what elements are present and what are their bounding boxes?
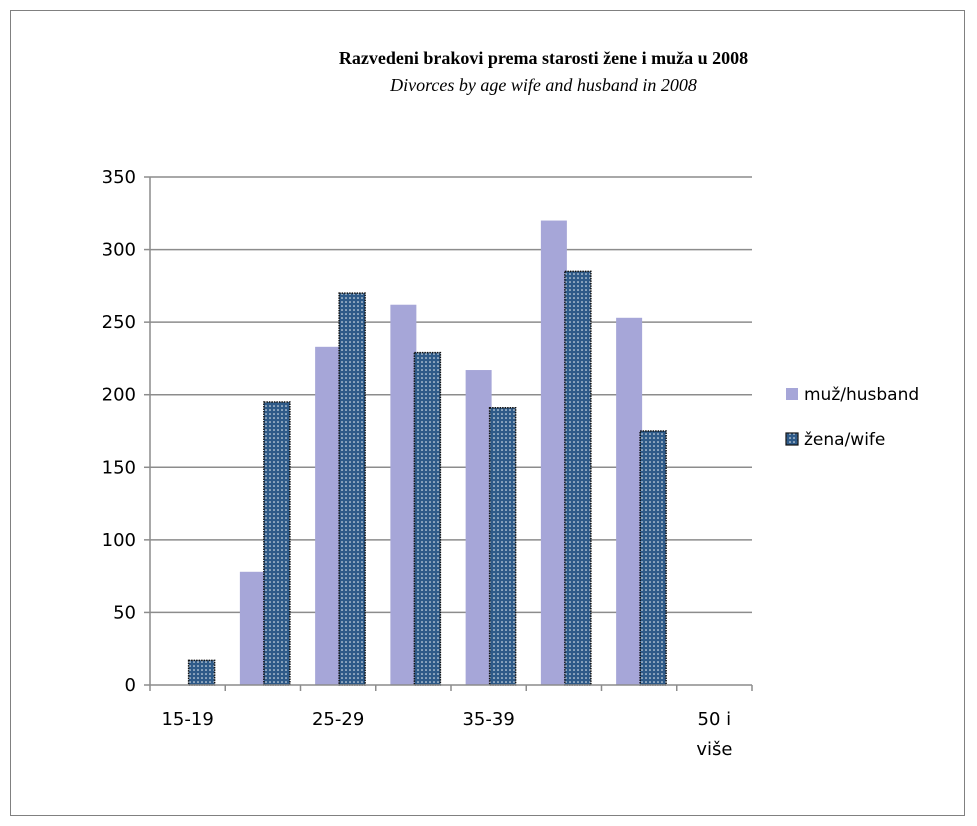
bar-wife <box>488 407 517 686</box>
bar-wife <box>413 351 442 686</box>
y-tick-label: 350 <box>102 167 136 188</box>
bar-husband <box>315 346 342 685</box>
x-tick-label: 50 i više <box>696 709 732 760</box>
y-tick-label: 100 <box>102 530 136 551</box>
bar-husband <box>616 317 643 685</box>
x-tick-label: 15-19 <box>161 709 213 730</box>
y-tick-label: 250 <box>102 312 136 333</box>
y-tick-label: 300 <box>102 240 136 261</box>
bar-husband <box>390 304 417 685</box>
legend-swatch-wife <box>785 432 799 446</box>
bar-wife <box>263 401 291 686</box>
bar-husband <box>239 571 266 685</box>
bar-husband <box>540 220 567 686</box>
bar-wife <box>338 292 366 686</box>
y-tick-label: 200 <box>102 385 136 406</box>
bar-husband <box>465 370 492 685</box>
legend-swatch-husband <box>786 388 798 400</box>
y-tick-label: 50 <box>113 602 136 623</box>
bar-wife <box>564 270 592 686</box>
y-tick-label: 0 <box>125 675 136 696</box>
chart-title: Razvedeni brakovi prema starosti žene i … <box>338 48 749 68</box>
y-tick-label: 150 <box>102 457 136 478</box>
x-tick-label: 35-39 <box>462 709 514 730</box>
legend-label-wife: žena/wife <box>804 430 885 450</box>
bar-wife <box>639 430 667 686</box>
legend-label-husband: muž/husband <box>804 385 919 405</box>
x-tick-label: 25-29 <box>312 709 364 730</box>
chart-subtitle: Divorces by age wife and husband in 2008 <box>390 75 697 95</box>
bar-wife <box>187 659 216 686</box>
